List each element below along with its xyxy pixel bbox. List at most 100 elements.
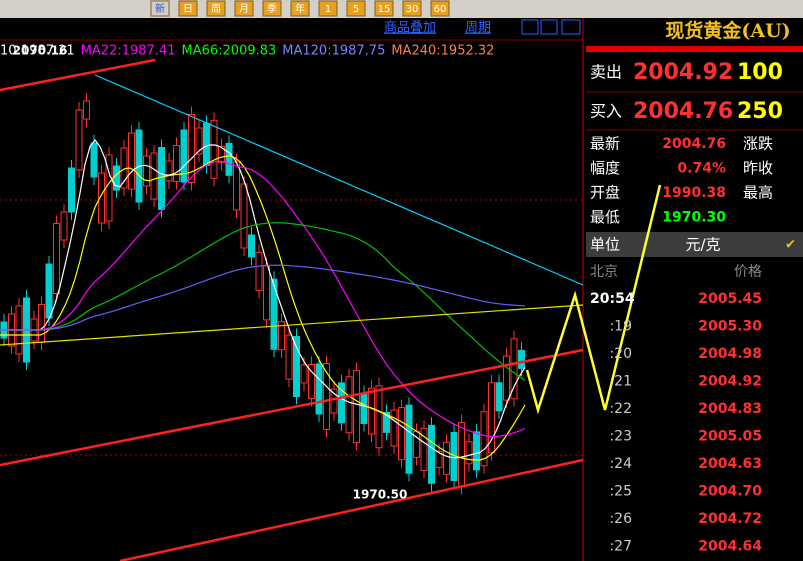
candle-body [495, 382, 503, 412]
ma-line [0, 264, 526, 331]
ma-legend-item: 10:1987.21 [0, 44, 75, 59]
ma-legend-item: MA240:1952.32 [391, 44, 494, 59]
candle-body [165, 160, 173, 182]
tick-time: :27 [609, 539, 632, 555]
candle-body [353, 370, 360, 444]
candle-body [473, 431, 480, 471]
toolbar-button[interactable]: 年 [295, 2, 305, 15]
overlay-button[interactable]: 商品叠加 [384, 21, 436, 36]
candle-body [458, 422, 465, 488]
stat-label: 昨收 [743, 159, 773, 177]
candle-body [488, 382, 495, 454]
tick-price: 2005.05 [698, 429, 762, 445]
tick-price: 2005.45 [698, 291, 762, 307]
candle-body [38, 304, 45, 343]
candle-body [308, 364, 315, 399]
trend-line [94, 74, 584, 286]
tick-price: 2004.70 [698, 484, 762, 500]
toolbar-icon [374, 0, 394, 17]
trend-line [0, 304, 584, 346]
toolbar-button[interactable]: 1 [325, 4, 331, 15]
toolbar-button[interactable]: 周 [211, 3, 221, 15]
high-label: 2070.16 [13, 44, 68, 58]
toolbar-button[interactable]: 30 [406, 4, 419, 15]
candle-body [143, 155, 150, 187]
ma-line [0, 160, 526, 438]
low-label: 1970.50 [353, 488, 408, 502]
candle-body [443, 441, 450, 475]
toolbar-icon [318, 0, 338, 17]
candle-body [368, 387, 375, 435]
toolbar-button[interactable]: 60 [434, 4, 447, 15]
toolbar-icon [206, 0, 226, 17]
ma-legend-item: MA22:1987.41 [81, 44, 176, 59]
candle-body [383, 411, 390, 433]
candle-body [203, 122, 210, 166]
candle-body [53, 223, 60, 294]
toolbar-icon [234, 0, 254, 17]
trend-line [0, 348, 584, 467]
candle-body [248, 234, 255, 258]
candle-body [465, 441, 473, 465]
ticks-price-header: 价格 [734, 264, 762, 280]
buy-price: 2004.76 [633, 99, 733, 124]
trend-line [119, 458, 584, 561]
candle-body [375, 385, 383, 449]
toolbar-button[interactable]: 新 [155, 2, 165, 15]
candle-body [518, 349, 525, 369]
stat-value: 0.74% [677, 161, 726, 177]
tick-time: :22 [609, 401, 632, 417]
trend-line [0, 58, 156, 92]
toolbar-icon [346, 0, 366, 17]
stat-label: 最新 [590, 135, 620, 153]
candle-body [45, 263, 53, 319]
candle-body [315, 363, 323, 415]
candle-body [510, 338, 518, 400]
toolbar-icon [430, 0, 450, 17]
ma-line [0, 138, 526, 459]
candle-body [330, 388, 338, 414]
tick-time: :24 [609, 456, 632, 472]
candle-body [188, 114, 195, 183]
candle-body [270, 278, 278, 350]
ticks-time-header: 北京 [590, 264, 618, 280]
tick-price: 2004.72 [698, 511, 762, 527]
candle-body [503, 355, 510, 401]
toolbar-button[interactable]: 月 [239, 3, 249, 15]
tick-time: :26 [609, 511, 632, 527]
sell-label: 卖出 [590, 63, 622, 82]
candle-body [278, 321, 285, 351]
tick-time: :21 [609, 374, 632, 390]
candle-body [345, 376, 353, 434]
period-button[interactable]: 周期 [465, 21, 491, 36]
candle-body [195, 127, 203, 155]
tick-time: 20:54 [590, 291, 635, 307]
ma-line [0, 155, 526, 461]
title-bar [586, 46, 803, 52]
toolbar-bg [0, 0, 803, 18]
toolbar-icon [290, 0, 310, 17]
tick-time: :20 [609, 346, 632, 362]
ma-legend-item: MA120:1987.75 [282, 44, 385, 59]
candle-body [218, 145, 225, 163]
check-icon: ✔ [785, 238, 796, 253]
tick-time: :19 [609, 319, 632, 335]
candle-body [173, 145, 180, 182]
candle-body [75, 109, 83, 171]
toolbar-icon [178, 0, 198, 17]
candle-body [90, 142, 98, 178]
tick-price: 2004.83 [698, 401, 762, 417]
tick-time: :25 [609, 484, 632, 500]
stat-label: 涨跌 [743, 135, 773, 153]
nav-buttons[interactable] [521, 19, 581, 35]
candle-body [233, 161, 240, 211]
toolbar-button[interactable]: 15 [378, 4, 391, 15]
candle-body [210, 119, 218, 179]
toolbar-button[interactable]: 5 [353, 4, 359, 15]
stat-value: 1990.38 [662, 185, 726, 201]
stat-label: 幅度 [590, 159, 620, 177]
toolbar-button[interactable]: 日 [183, 4, 193, 15]
toolbar-button[interactable]: 季 [267, 3, 277, 15]
stat-value: 2004.76 [662, 136, 726, 152]
stat-label: 开盘 [590, 184, 620, 202]
